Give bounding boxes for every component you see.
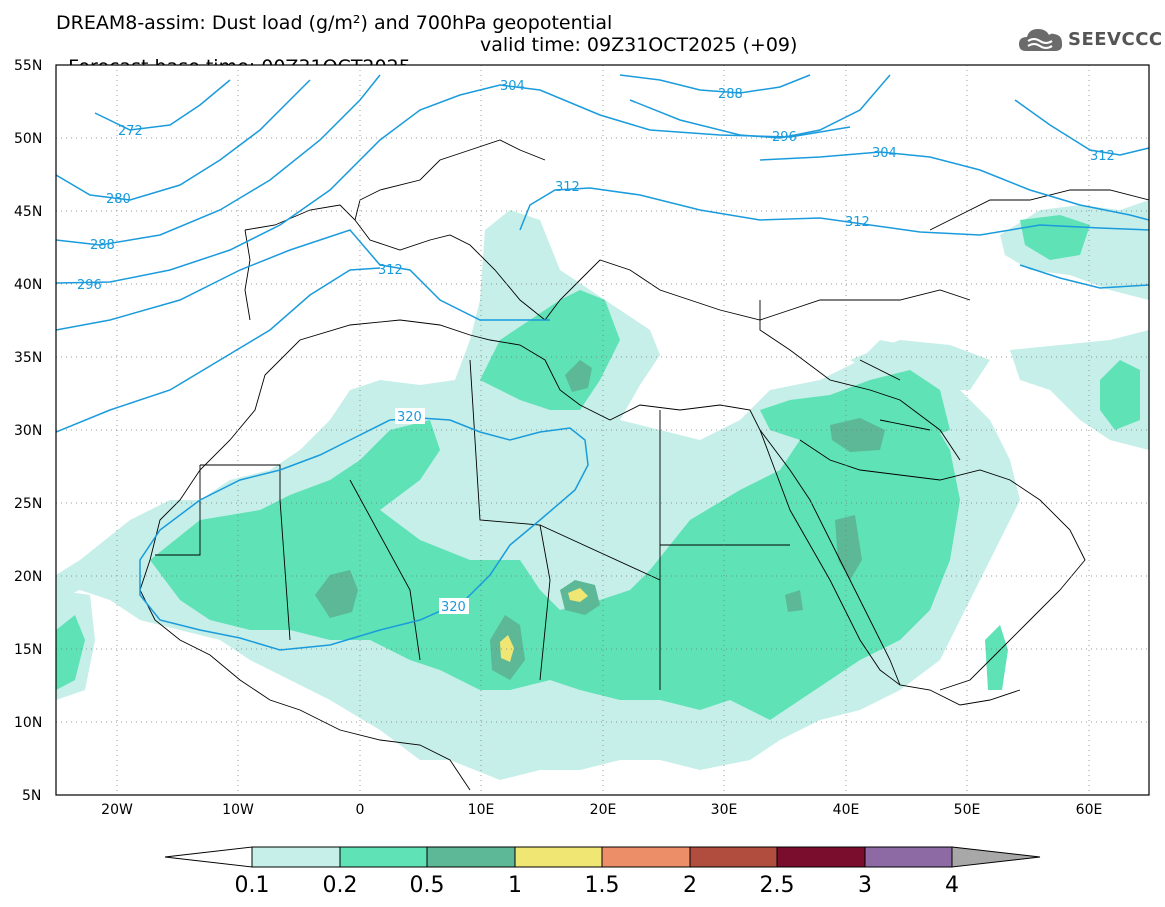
contour-label: 320 <box>397 410 422 425</box>
contour-label: 272 <box>118 124 143 139</box>
latitude-labels: 55N 50N 45N 40N 35N 30N 25N 20N 15N 10N … <box>14 58 42 804</box>
colorbar-bin <box>426 846 516 868</box>
geopotential-contours <box>56 74 1149 651</box>
colorbar-label: 2 <box>683 873 697 898</box>
lat-label: 50N <box>14 131 42 147</box>
lon-label: 60E <box>1076 802 1103 818</box>
colorbar-label: 2.5 <box>760 873 795 898</box>
contour-label: 312 <box>378 263 403 278</box>
lon-label: 40E <box>833 802 860 818</box>
lon-label: 30E <box>711 802 738 818</box>
map-frame <box>55 64 1150 796</box>
map-content: 272 280 288 296 304 312 320 320 304 288 … <box>56 65 1149 795</box>
colorbar-bin <box>251 846 341 868</box>
colorbar-label: 0.1 <box>235 873 270 898</box>
colorbar-label: 1.5 <box>585 873 620 898</box>
colorbar-label: 3 <box>858 873 872 898</box>
contour-label: 288 <box>718 87 743 102</box>
lat-label: 10N <box>14 715 42 731</box>
lon-label: 10E <box>468 802 495 818</box>
colorbar-bin <box>601 846 691 868</box>
colorbar-label: 4 <box>945 873 959 898</box>
colorbar-bin <box>776 846 866 868</box>
cloud-icon <box>1019 29 1063 51</box>
logo-text: SEEVCCC <box>1068 29 1163 50</box>
colorbar-bin <box>864 846 953 868</box>
colorbar-label: 0.2 <box>323 873 358 898</box>
lat-label: 35N <box>14 350 42 366</box>
contour-label: 312 <box>555 180 580 195</box>
seevccc-logo: SEEVCCC <box>1018 25 1162 55</box>
contour-label: 304 <box>872 146 897 161</box>
colorbar: 0.1 0.2 0.5 1 1.5 2 2.5 3 4 <box>164 846 1041 898</box>
coastlines <box>139 139 1149 791</box>
lat-label: 25N <box>14 496 42 512</box>
colorbar-bin <box>339 846 428 868</box>
lat-label: 15N <box>14 642 42 658</box>
contour-label: 320 <box>441 600 466 615</box>
lon-label: 20W <box>101 802 133 818</box>
colorbar-over-triangle <box>951 846 1041 868</box>
lon-label: 20E <box>590 802 617 818</box>
lat-label: 30N <box>14 423 42 439</box>
contour-label: 288 <box>90 238 115 253</box>
colorbar-bin <box>689 846 778 868</box>
lat-label: 40N <box>14 277 42 293</box>
contour-label: 312 <box>845 215 870 230</box>
longitude-labels: 20W 10W 0 10E 20E 30E 40E 50E 60E <box>101 802 1102 818</box>
lon-label: 10W <box>222 802 254 818</box>
valid-time: valid time: 09Z31OCT2025 (+09) <box>480 34 798 56</box>
graticule <box>56 65 1149 795</box>
lat-label: 20N <box>14 569 42 585</box>
dust-layer-1 <box>500 588 588 662</box>
lon-label: 50E <box>954 802 981 818</box>
contour-label: 280 <box>106 192 131 207</box>
lat-label: 55N <box>14 58 42 74</box>
lat-label: 45N <box>14 204 42 220</box>
colorbar-bin <box>514 846 603 868</box>
lon-label: 0 <box>356 802 365 818</box>
contour-label: 296 <box>772 130 797 145</box>
contour-label: 312 <box>1090 149 1115 164</box>
contour-label: 304 <box>500 79 525 94</box>
lat-label: 5N <box>22 788 41 804</box>
contour-labels: 272 280 288 296 304 312 320 320 304 288 … <box>77 79 1115 615</box>
colorbar-under-triangle <box>164 846 253 868</box>
contour-label: 296 <box>77 278 102 293</box>
colorbar-label: 1 <box>508 873 522 898</box>
chart-title: DREAM8-assim: Dust load (g/m²) and 700hP… <box>56 12 613 34</box>
colorbar-label: 0.5 <box>410 873 445 898</box>
